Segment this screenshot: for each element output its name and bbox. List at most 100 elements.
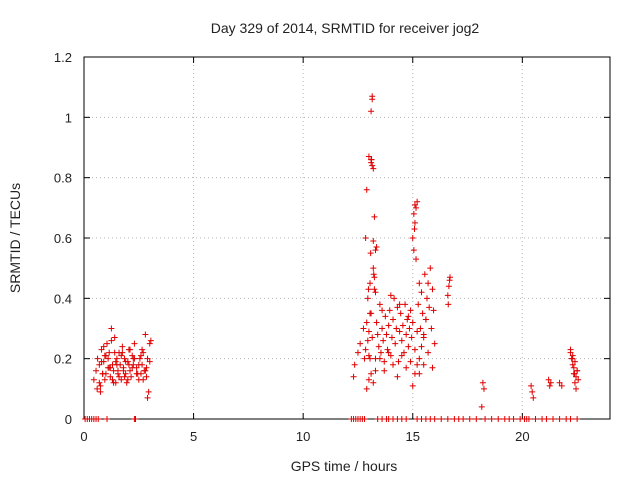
data-point	[142, 331, 149, 338]
data-point	[532, 416, 539, 422]
data-point	[574, 416, 581, 422]
data-point	[110, 379, 117, 386]
data-point	[423, 295, 430, 302]
data-point	[406, 325, 413, 332]
data-point	[123, 379, 130, 386]
data-point	[466, 416, 473, 422]
data-point	[112, 358, 119, 365]
data-point	[93, 367, 100, 374]
data-point	[429, 286, 436, 293]
data-point	[369, 162, 376, 169]
data-point	[376, 355, 383, 362]
data-point	[510, 416, 517, 422]
data-point	[570, 364, 577, 371]
data-point	[143, 364, 150, 371]
data-point	[571, 370, 578, 377]
data-point	[375, 343, 382, 350]
data-point	[567, 416, 574, 422]
data-point	[419, 310, 426, 317]
data-point	[411, 346, 418, 353]
y-tick-label: 0.8	[54, 171, 72, 186]
data-point	[98, 346, 105, 353]
data-point	[399, 322, 406, 329]
data-point	[143, 373, 150, 380]
data-points	[82, 93, 582, 422]
data-point	[546, 382, 553, 389]
data-point	[567, 346, 574, 353]
data-point	[529, 388, 536, 395]
data-point	[438, 416, 445, 422]
data-point	[398, 352, 405, 359]
data-point	[404, 316, 411, 323]
data-point	[393, 325, 400, 332]
data-point	[363, 319, 370, 326]
data-point	[371, 213, 378, 220]
data-point	[409, 235, 416, 241]
data-point	[396, 301, 403, 308]
data-point	[142, 367, 149, 374]
data-point	[372, 247, 379, 254]
data-point	[363, 385, 370, 392]
data-point	[403, 364, 410, 371]
data-point	[94, 385, 101, 392]
data-point	[428, 325, 435, 332]
data-point	[381, 367, 388, 374]
data-point	[363, 186, 370, 193]
x-tick-label: 20	[515, 429, 529, 444]
data-point	[369, 96, 376, 103]
x-tick-label: 10	[296, 429, 310, 444]
data-point	[446, 277, 453, 284]
data-point	[410, 210, 417, 217]
data-point	[396, 328, 403, 335]
data-point	[571, 358, 578, 365]
data-point	[368, 310, 375, 317]
data-point	[370, 379, 377, 386]
data-point	[357, 340, 364, 347]
data-point	[409, 382, 416, 389]
data-point	[425, 349, 432, 356]
data-point	[405, 343, 412, 350]
axis-ticks: 0 5 10 15 20 0 0.2 0.4 0.6 0.8 1 1.2	[54, 50, 610, 444]
chart-title: Day 329 of 2014, SRMTID for receiver jog…	[211, 20, 480, 36]
data-point	[146, 358, 153, 365]
data-point	[418, 343, 425, 350]
data-point	[367, 355, 374, 362]
data-point	[545, 376, 552, 383]
data-point	[109, 376, 116, 383]
data-point	[460, 416, 467, 422]
y-axis-label: SRMTID / TECUs	[7, 183, 23, 293]
data-point	[130, 355, 137, 362]
data-point	[482, 416, 489, 422]
data-point	[398, 337, 405, 344]
data-point	[411, 219, 418, 226]
data-point	[135, 361, 142, 368]
data-point	[362, 235, 369, 241]
data-point	[105, 355, 112, 362]
data-point	[370, 238, 377, 245]
data-point	[385, 349, 392, 356]
data-point	[104, 340, 111, 347]
data-point	[144, 355, 151, 362]
data-point	[372, 289, 379, 296]
data-point	[571, 379, 578, 386]
data-point	[380, 337, 387, 344]
data-point	[139, 346, 146, 353]
data-point	[365, 376, 372, 383]
data-point	[574, 367, 581, 374]
data-point	[407, 307, 414, 314]
data-point	[145, 388, 152, 395]
y-tick-label: 0	[65, 412, 72, 427]
data-point	[415, 301, 422, 308]
data-point	[400, 349, 407, 356]
data-point	[121, 373, 128, 380]
x-axis-label: GPS time / hours	[291, 458, 398, 474]
y-tick-label: 1.2	[54, 50, 72, 65]
data-point	[573, 385, 580, 392]
data-point	[478, 403, 485, 410]
y-tick-label: 0.6	[54, 231, 72, 246]
data-point	[374, 331, 381, 338]
data-point	[473, 416, 480, 422]
data-point	[100, 343, 107, 350]
data-point	[385, 322, 392, 329]
data-point	[479, 379, 486, 386]
